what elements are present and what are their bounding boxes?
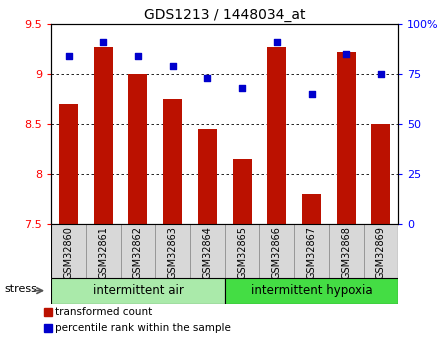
Bar <box>259 224 294 278</box>
Point <box>308 91 315 97</box>
Bar <box>225 278 398 304</box>
Point <box>273 39 280 45</box>
Bar <box>372 124 390 224</box>
Bar <box>129 74 147 224</box>
Text: stress: stress <box>4 284 37 294</box>
Text: transformed count: transformed count <box>55 307 152 317</box>
Title: GDS1213 / 1448034_at: GDS1213 / 1448034_at <box>144 8 305 22</box>
Point <box>169 63 176 69</box>
Point <box>100 39 107 45</box>
Point <box>65 53 72 59</box>
Point <box>239 86 246 91</box>
Text: GSM32863: GSM32863 <box>168 226 178 279</box>
Bar <box>364 224 398 278</box>
Point <box>204 76 211 81</box>
Text: GSM32861: GSM32861 <box>98 226 108 279</box>
Bar <box>225 224 259 278</box>
Point <box>377 71 384 77</box>
Bar <box>198 129 217 224</box>
Text: GSM32866: GSM32866 <box>272 226 282 279</box>
Text: GSM32862: GSM32862 <box>133 226 143 279</box>
Text: GSM32865: GSM32865 <box>237 226 247 279</box>
Text: GSM32867: GSM32867 <box>307 226 316 279</box>
Text: intermittent hypoxia: intermittent hypoxia <box>251 284 372 297</box>
Bar <box>337 52 356 224</box>
Bar <box>44 324 52 332</box>
Bar <box>44 308 52 316</box>
Bar <box>267 47 286 224</box>
Bar <box>329 224 364 278</box>
Bar <box>121 224 155 278</box>
Bar <box>190 224 225 278</box>
Text: GSM32864: GSM32864 <box>202 226 212 279</box>
Text: GSM32868: GSM32868 <box>341 226 351 279</box>
Bar <box>59 104 78 224</box>
Text: percentile rank within the sample: percentile rank within the sample <box>55 323 231 333</box>
Point <box>343 51 350 57</box>
Text: GSM32869: GSM32869 <box>376 226 386 279</box>
Text: GSM32860: GSM32860 <box>64 226 73 279</box>
Bar <box>233 159 251 224</box>
Bar <box>51 278 225 304</box>
Text: intermittent air: intermittent air <box>93 284 183 297</box>
Bar <box>302 194 321 224</box>
Bar <box>163 99 182 224</box>
Bar <box>86 224 121 278</box>
Bar <box>155 224 190 278</box>
Bar <box>51 224 86 278</box>
Bar <box>294 224 329 278</box>
Bar <box>94 47 113 224</box>
Point <box>134 53 142 59</box>
